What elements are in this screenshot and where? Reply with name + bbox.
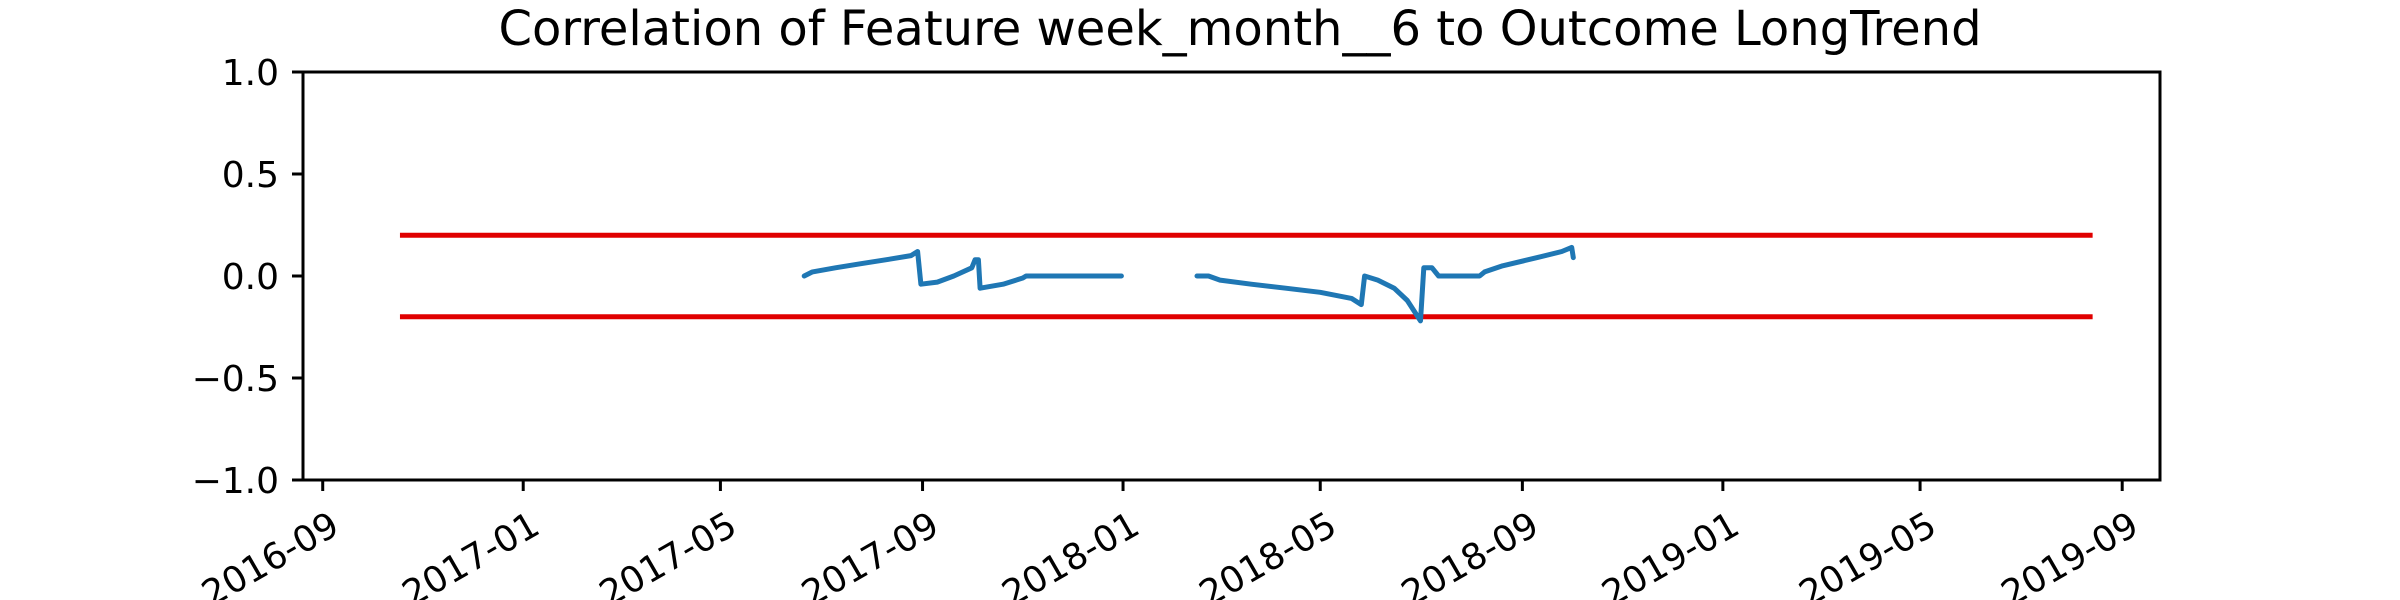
y-tick-label: 1.0 [222, 53, 279, 94]
x-tick-label: 2019-05 [1793, 504, 1944, 600]
x-tick-label: 2018-05 [1193, 504, 1344, 600]
x-tick-label: 2019-01 [1595, 504, 1746, 600]
x-tick-label: 2017-05 [593, 504, 744, 600]
series-line-segment [801, 249, 1124, 291]
y-tick-label: 0.0 [222, 257, 279, 298]
x-tick-label: 2016-09 [195, 504, 346, 600]
y-tick-label: −0.5 [192, 359, 279, 400]
x-tick-label: 2018-01 [996, 504, 1147, 600]
x-tick-label: 2017-01 [396, 504, 547, 600]
y-tick-label: −1.0 [192, 461, 279, 502]
plot-frame [301, 70, 2162, 482]
series-line-segment [1194, 244, 1576, 324]
x-tick-label: 2018-09 [1395, 504, 1546, 600]
x-tick-label: 2017-09 [795, 504, 946, 600]
chart-title: Correlation of Feature week_month__6 to … [498, 1, 1981, 57]
x-tick-label: 2019-09 [1995, 504, 2146, 600]
y-tick-label: 0.5 [222, 155, 279, 196]
